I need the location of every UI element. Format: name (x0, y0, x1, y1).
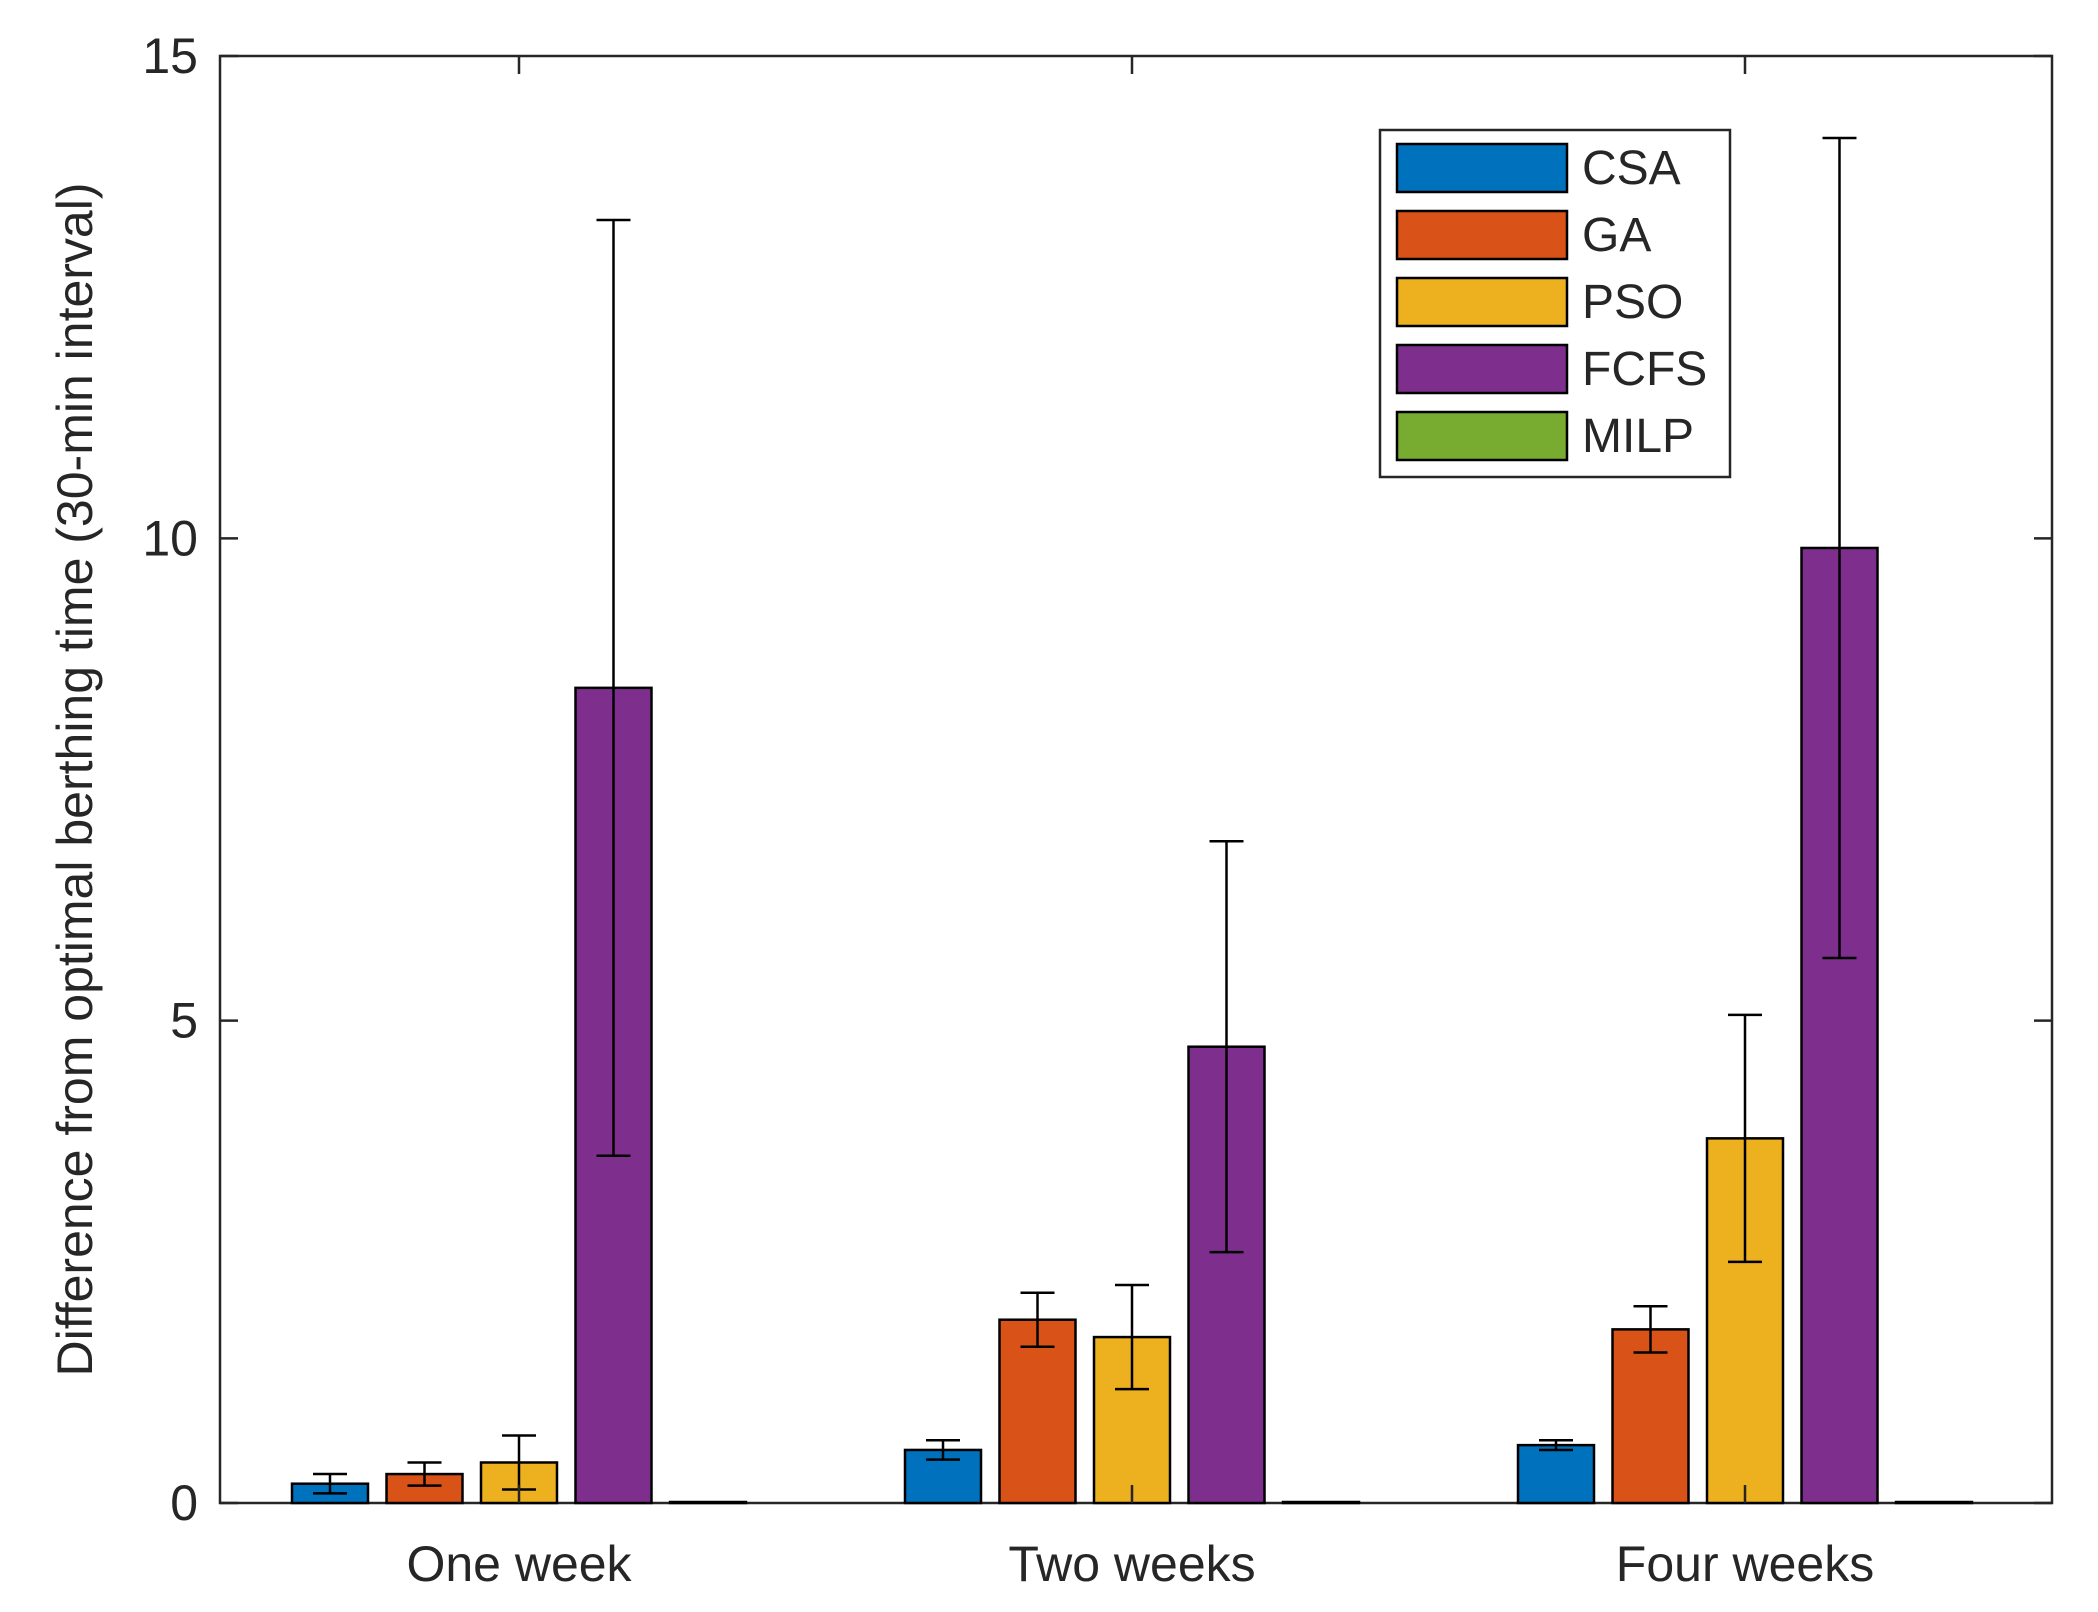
legend: CSA GA PSO FCFS MILP (1378, 128, 1732, 479)
x-tick-label: Four weeks (1616, 1536, 1874, 1592)
bar-ga (1611, 1328, 1690, 1505)
y-tick-label: 0 (170, 1475, 198, 1531)
x-axis: One week Two weeks Four weeks (406, 56, 1874, 1592)
bar-milp (1281, 1500, 1361, 1505)
legend-swatch-fcfs (1395, 343, 1569, 395)
y-axis-title: Difference from optimal berthing time (3… (47, 183, 103, 1377)
legend-swatch-milp (1395, 410, 1569, 462)
legend-label-csa: CSA (1582, 142, 1681, 195)
x-tick-label: Two weeks (1008, 1536, 1255, 1592)
bar-milp (668, 1500, 748, 1505)
y-tick-label: 5 (170, 993, 198, 1049)
legend-label-milp: MILP (1582, 410, 1694, 463)
legend-swatch-ga (1395, 209, 1569, 261)
legend-swatch-pso (1395, 276, 1569, 328)
error-bars-group (313, 136, 1857, 1495)
y-tick-label: 10 (142, 510, 198, 566)
y-axis: 0 5 10 15 (142, 28, 2052, 1531)
bar-csa (1516, 1443, 1596, 1505)
x-tick-label: One week (406, 1536, 632, 1592)
legend-label-pso: PSO (1582, 276, 1683, 329)
bar-ga (385, 1472, 464, 1505)
bar-ga (998, 1318, 1077, 1505)
legend-label-fcfs: FCFS (1582, 343, 1707, 396)
bar-milp (1894, 1500, 1974, 1505)
legend-label-ga: GA (1582, 209, 1651, 262)
legend-swatch-csa (1395, 142, 1569, 194)
y-tick-label: 15 (142, 28, 198, 84)
